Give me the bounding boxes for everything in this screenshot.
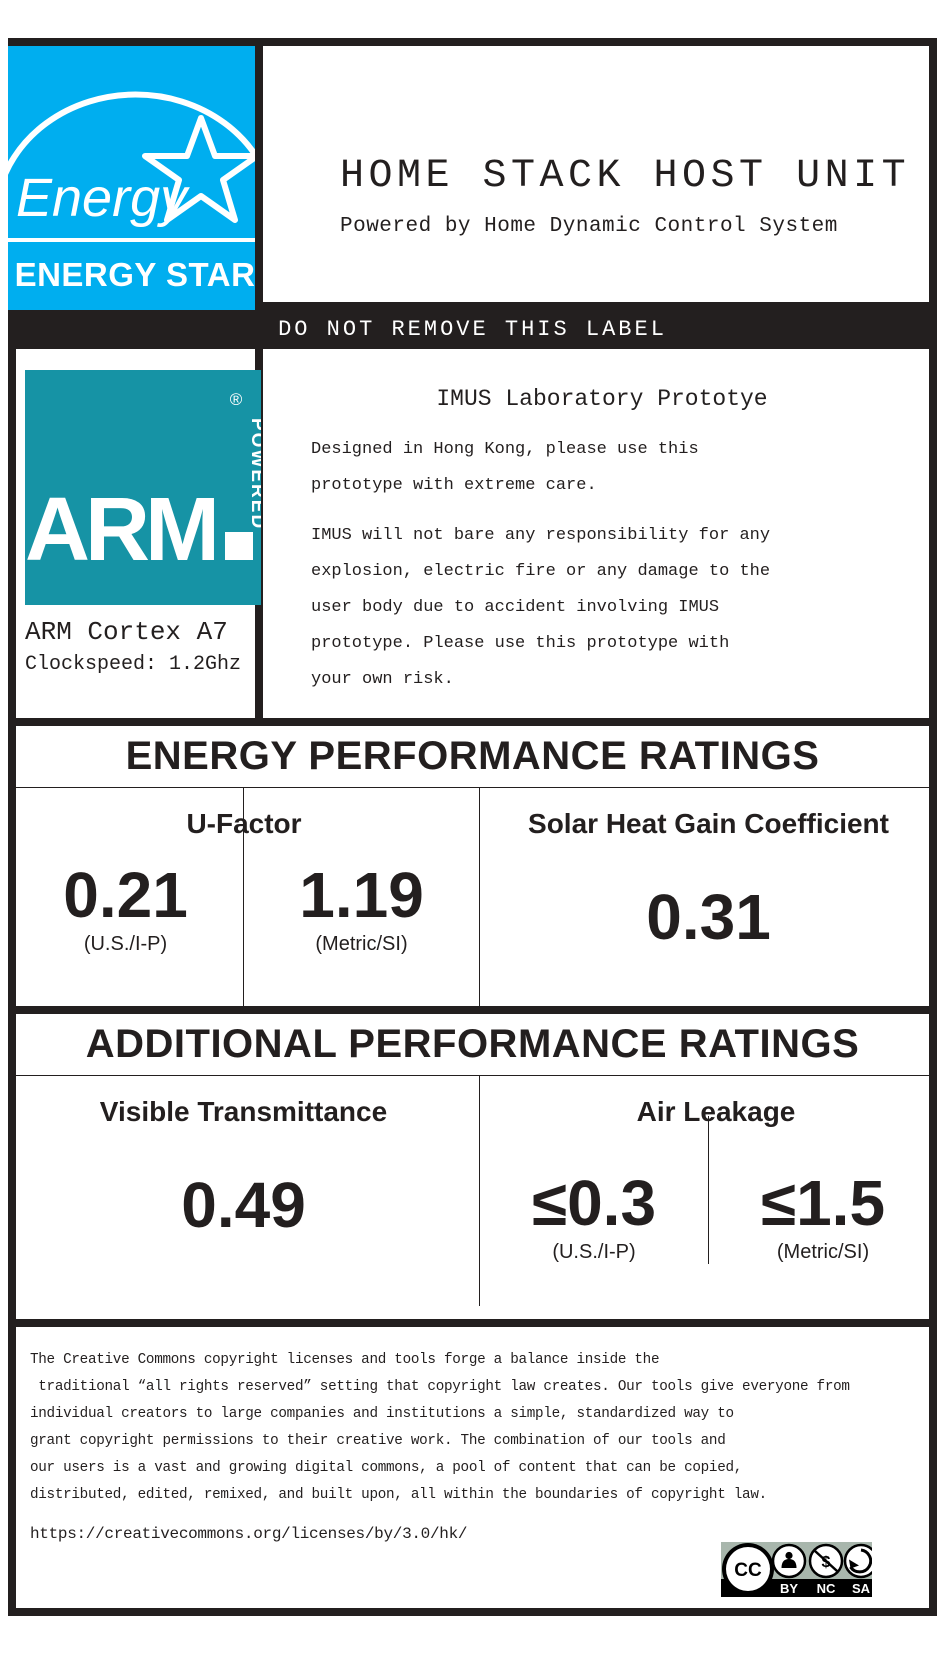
svg-text:Energy: Energy: [16, 168, 190, 228]
svg-text:ENERGY STAR: ENERGY STAR: [15, 256, 256, 293]
svg-text:NC: NC: [817, 1581, 836, 1596]
svg-text:SA: SA: [852, 1581, 871, 1596]
svg-text:®: ®: [230, 390, 243, 409]
svg-text:CC: CC: [734, 1560, 762, 1581]
svg-text:ARM: ARM: [25, 480, 215, 580]
svg-text:BY: BY: [780, 1581, 798, 1596]
svg-text:POWERED: POWERED: [247, 418, 261, 530]
